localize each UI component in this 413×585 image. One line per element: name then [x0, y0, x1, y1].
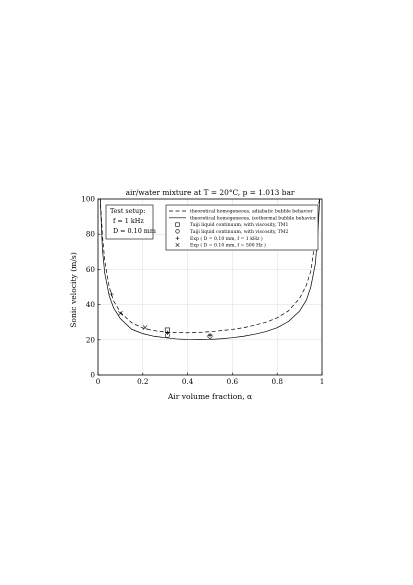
x-tick-label: 0.2 — [137, 377, 148, 386]
legend-label: Exp ( D = 0.10 mm, f = 500 Hz ) — [190, 242, 266, 249]
axis-ticks: 0 0.2 0.4 0.6 0.8 1 0 20 40 60 80 100 — [81, 195, 324, 387]
legend-marker-sample — [175, 222, 180, 227]
y-tick-label: 20 — [86, 335, 96, 344]
legend-label: Exp ( D = 0.10 mm, f = 1 kHz ) — [190, 235, 263, 242]
plot-area-frame — [97, 198, 323, 376]
plot-series — [99, 199, 321, 340]
plot-markers — [109, 291, 213, 339]
data-point-plus — [165, 330, 170, 335]
data-point-plus — [207, 333, 213, 338]
x-tick-label: 0.6 — [227, 377, 239, 386]
x-tick-label: 1 — [320, 377, 325, 386]
test-setup-frame — [105, 204, 154, 240]
series-line-adiabatic — [99, 199, 321, 334]
x-axis-title: Air volume fraction, α — [167, 392, 252, 401]
legend-label: theoretical homogeneous, adiabatic bubbl… — [190, 209, 313, 215]
legend-frame — [165, 204, 319, 251]
y-tick-label: 0 — [90, 371, 95, 380]
legend-label: Taiji liquid continuum, with viscosity, … — [190, 222, 289, 228]
legend: theoretical homogeneous, adiabatic bubbl… — [165, 204, 319, 251]
legend-marker-sample — [175, 236, 180, 240]
x-tick-label: 0 — [96, 377, 101, 386]
series-line-isothermal — [99, 199, 321, 340]
data-point-x — [142, 325, 148, 330]
x-tick-label: 0.8 — [271, 377, 283, 386]
x-tick-label: 0.4 — [182, 377, 194, 386]
test-setup-line-3: D = 0.10 mm — [113, 227, 156, 235]
legend-marker-sample — [175, 229, 180, 234]
y-axis-title: Sonic velocity (m/s) — [69, 252, 78, 328]
test-setup-box: Test setup: f = 1 kHz D = 0.10 mm — [105, 204, 156, 240]
legend-marker-sample — [175, 242, 180, 248]
y-tick-label: 60 — [86, 265, 96, 274]
chart-title: air/water mixture at T = 20°C, p = 1.013… — [126, 188, 295, 197]
data-point-plus — [109, 291, 114, 297]
test-setup-line-2: f = 1 kHz — [113, 217, 144, 225]
y-tick-label: 100 — [81, 195, 95, 204]
y-tick-label: 80 — [86, 230, 96, 239]
y-tick-label: 40 — [86, 300, 96, 309]
legend-entries: theoretical homogeneous, adiabatic bubbl… — [169, 209, 317, 249]
legend-label: Taiji liquid continuum, with viscosity, … — [190, 229, 289, 235]
data-point-x — [117, 310, 123, 316]
legend-label: theoretical homogeneous, isothermal bubb… — [190, 215, 317, 221]
test-setup-line-1: Test setup: — [110, 207, 145, 215]
